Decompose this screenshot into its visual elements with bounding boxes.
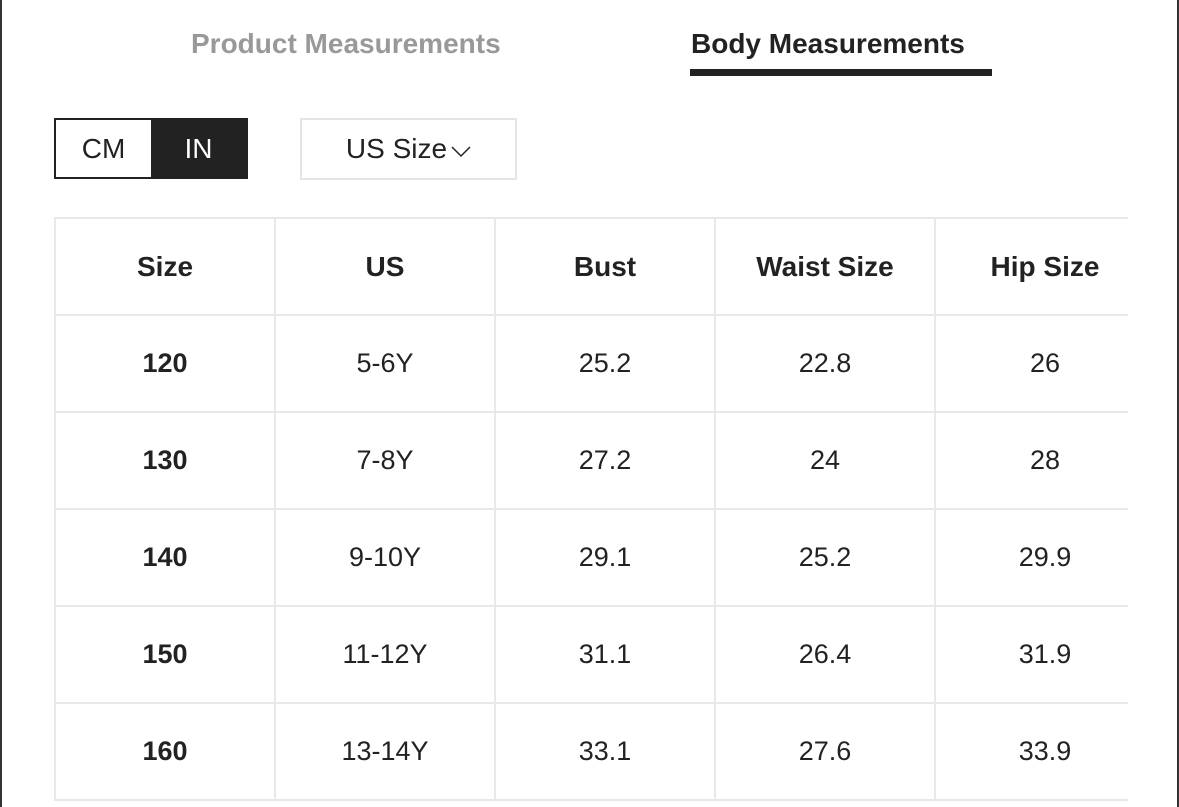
cell: 150: [54, 605, 276, 704]
cell: 31.1: [494, 605, 716, 704]
row: 130 7-8Y 27.2 24 28: [54, 411, 1128, 510]
row: 140 9-10Y 29.1 25.2 29.9: [54, 508, 1128, 607]
cell: 22.8: [714, 314, 936, 413]
table: Size US Bust Waist Size Hip Size 120 5-6Y 25.2 2…: [54, 217, 1128, 801]
cell: 29.9: [934, 508, 1128, 607]
cell: 140: [54, 508, 276, 607]
tab-underline: [690, 69, 992, 76]
chevron: [451, 146, 471, 158]
cell: 26.4: [714, 605, 936, 704]
cell: 120: [54, 314, 276, 413]
cell: 11-12Y: [274, 605, 496, 704]
row: 120 5-6Y 25.2 22.8 26: [54, 314, 1128, 413]
header-cell: Bust: [494, 217, 716, 316]
cell: 5-6Y: [274, 314, 496, 413]
size-dropdown[interactable]: US Size: [300, 118, 517, 180]
header-cell: US: [274, 217, 496, 316]
tab-active[interactable]: Body Measurements: [691, 28, 965, 59]
header-row: Size US Bust Waist Size Hip Size: [54, 217, 1128, 316]
cell: 29.1: [494, 508, 716, 607]
unit-option-active[interactable]: IN: [151, 120, 246, 177]
cell: 24: [714, 411, 936, 510]
size-table: Size US Bust Waist Size Hip Size 120 5-6Y 25.2 2…: [54, 217, 1128, 807]
cell: 28: [934, 411, 1128, 510]
cell: 9-10Y: [274, 508, 496, 607]
cell: 33.9: [934, 702, 1128, 801]
row: 160 13-14Y 33.1 27.6 33.9: [54, 702, 1128, 801]
cell: 33.1: [494, 702, 716, 801]
cell: 13-14Y: [274, 702, 496, 801]
header-cell: Hip Size: [934, 217, 1128, 316]
cell: 26: [934, 314, 1128, 413]
dropdown-label: US Size: [345, 133, 448, 164]
cell: 31.9: [934, 605, 1128, 704]
cell: 130: [54, 411, 276, 510]
cell: 25.2: [494, 314, 716, 413]
header-cell: Waist Size: [714, 217, 936, 316]
cell: 25.2: [714, 508, 936, 607]
cell: 160: [54, 702, 276, 801]
cell: 27.6: [714, 702, 936, 801]
unit-toggle: CM IN: [54, 118, 248, 179]
cell: 7-8Y: [274, 411, 496, 510]
tab[interactable]: Product Measurements: [191, 28, 501, 59]
unit-option[interactable]: CM: [81, 132, 126, 164]
header-cell: Size: [54, 217, 276, 316]
cell: 27.2: [494, 411, 716, 510]
row: 150 11-12Y 31.1 26.4 31.9: [54, 605, 1128, 704]
